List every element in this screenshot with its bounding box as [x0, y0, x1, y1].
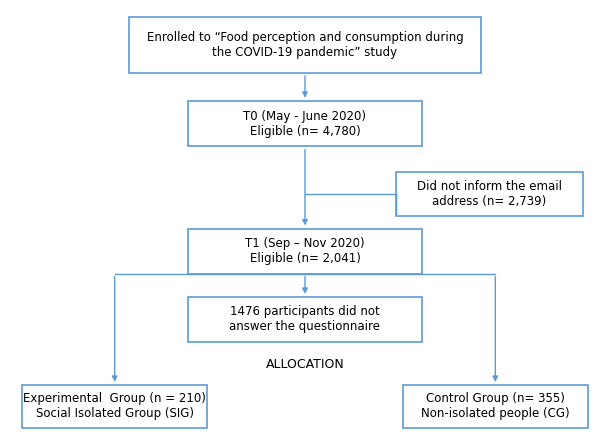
Text: T0 (May - June 2020)
Eligible (n= 4,780): T0 (May - June 2020) Eligible (n= 4,780)	[243, 110, 367, 138]
FancyBboxPatch shape	[129, 17, 481, 73]
FancyBboxPatch shape	[188, 297, 422, 342]
Text: T1 (Sep – Nov 2020)
Eligible (n= 2,041): T1 (Sep – Nov 2020) Eligible (n= 2,041)	[245, 237, 365, 265]
Text: Control Group (n= 355)
Non-isolated people (CG): Control Group (n= 355) Non-isolated peop…	[421, 392, 570, 420]
Text: Enrolled to “Food perception and consumption during
the COVID-19 pandemic” study: Enrolled to “Food perception and consump…	[146, 31, 464, 59]
Text: ALLOCATION: ALLOCATION	[265, 358, 345, 371]
FancyBboxPatch shape	[23, 385, 207, 428]
Text: 1476 participants did not
answer the questionnaire: 1476 participants did not answer the que…	[229, 305, 381, 333]
Text: Did not inform the email
address (n= 2,739): Did not inform the email address (n= 2,7…	[417, 180, 562, 208]
FancyBboxPatch shape	[188, 101, 422, 146]
FancyBboxPatch shape	[188, 229, 422, 274]
FancyBboxPatch shape	[396, 171, 583, 216]
Text: Experimental  Group (n = 210)
Social Isolated Group (SIG): Experimental Group (n = 210) Social Isol…	[23, 392, 206, 420]
FancyBboxPatch shape	[403, 385, 587, 428]
